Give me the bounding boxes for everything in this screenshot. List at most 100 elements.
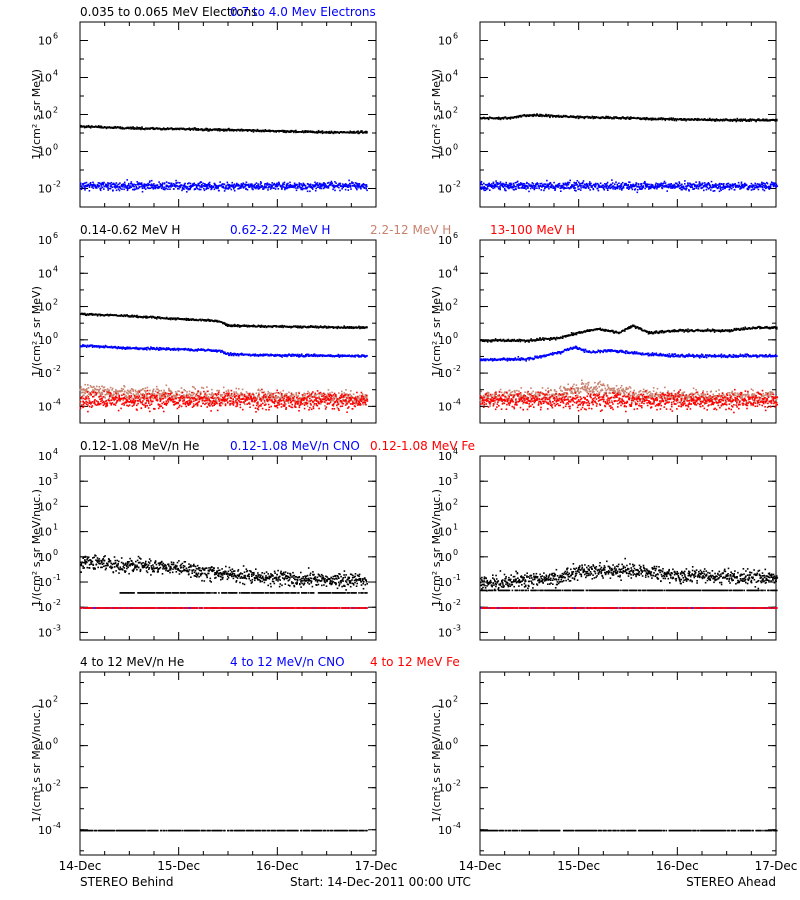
data-point [131,183,134,186]
data-point [350,395,352,397]
data-point [311,355,314,357]
data-point [339,326,342,329]
data-point [484,183,487,186]
data-point [316,132,319,134]
data-point [303,355,305,357]
data-point [154,390,157,393]
data-point [132,390,135,393]
data-point [123,347,125,350]
data-point [185,317,188,320]
data-point [195,348,197,351]
data-point [507,116,510,119]
data-point [736,184,739,187]
data-point [188,349,191,351]
data-point [597,189,600,192]
data-point [144,183,147,186]
data-point [491,183,493,185]
data-point [132,315,134,318]
data-point [698,118,700,120]
data-point [620,117,622,119]
data-point [152,388,155,391]
data-point [697,187,700,190]
data-point [544,185,547,188]
data-point [129,347,131,350]
data-point [766,118,768,121]
data-point [673,118,675,120]
data-point [257,395,259,397]
data-point [151,396,154,399]
data-point [619,186,621,189]
data-point [239,128,242,131]
data-point [597,116,599,119]
data-point [317,393,319,395]
data-point [640,184,643,187]
data-point [222,183,224,185]
data-point [690,184,693,187]
data-point [682,185,685,188]
data-point [726,186,728,188]
data-point [206,386,208,388]
data-point [204,392,207,394]
data-point [345,394,347,397]
data-point [279,354,281,356]
data-point [534,185,537,188]
data-point [701,186,704,189]
data-point [197,348,199,350]
data-point [210,349,212,351]
data-point [772,182,774,184]
data-point [123,385,126,388]
data-point [678,182,681,185]
data-point [713,118,716,121]
data-point [337,184,339,187]
data-point [212,128,214,131]
data-point [304,395,306,397]
data-point [635,117,638,120]
data-point [360,184,363,187]
data-point [232,354,235,357]
data-point [320,187,323,190]
data-point [140,347,142,350]
data-point [643,117,646,119]
data-point [219,350,221,352]
data-point [503,184,506,187]
data-point [747,119,749,121]
data-point [107,346,110,349]
data-point [745,119,747,121]
data-point [698,185,700,188]
data-point [671,118,673,120]
data-point [486,187,489,190]
data-point [270,130,272,132]
data-point [184,128,187,131]
data-point [225,352,227,355]
y-tick-label: 10 [38,109,52,122]
y-tick-label: 10 [438,183,452,196]
data-point [366,130,368,133]
data-point [307,325,310,328]
data-point [165,128,168,130]
data-point [674,186,677,188]
data-point [729,184,732,186]
data-point [224,129,226,131]
data-point [304,185,307,187]
data-point [167,348,170,350]
data-point [256,397,258,399]
data-point [245,353,248,356]
data-point [130,128,132,130]
data-point [293,355,295,357]
data-point [112,314,115,317]
data-point [80,124,82,127]
data-point [105,185,107,187]
data-point [275,183,278,185]
data-point [181,189,183,192]
data-point [518,187,521,189]
data-point [223,351,225,354]
data-point [245,391,248,393]
data-point [156,127,158,129]
data-point [300,355,302,357]
data-point [209,128,211,130]
data-point [110,395,112,397]
data-point [708,119,711,121]
data-point [115,394,118,396]
data-point [718,183,721,186]
data-point [98,313,101,316]
